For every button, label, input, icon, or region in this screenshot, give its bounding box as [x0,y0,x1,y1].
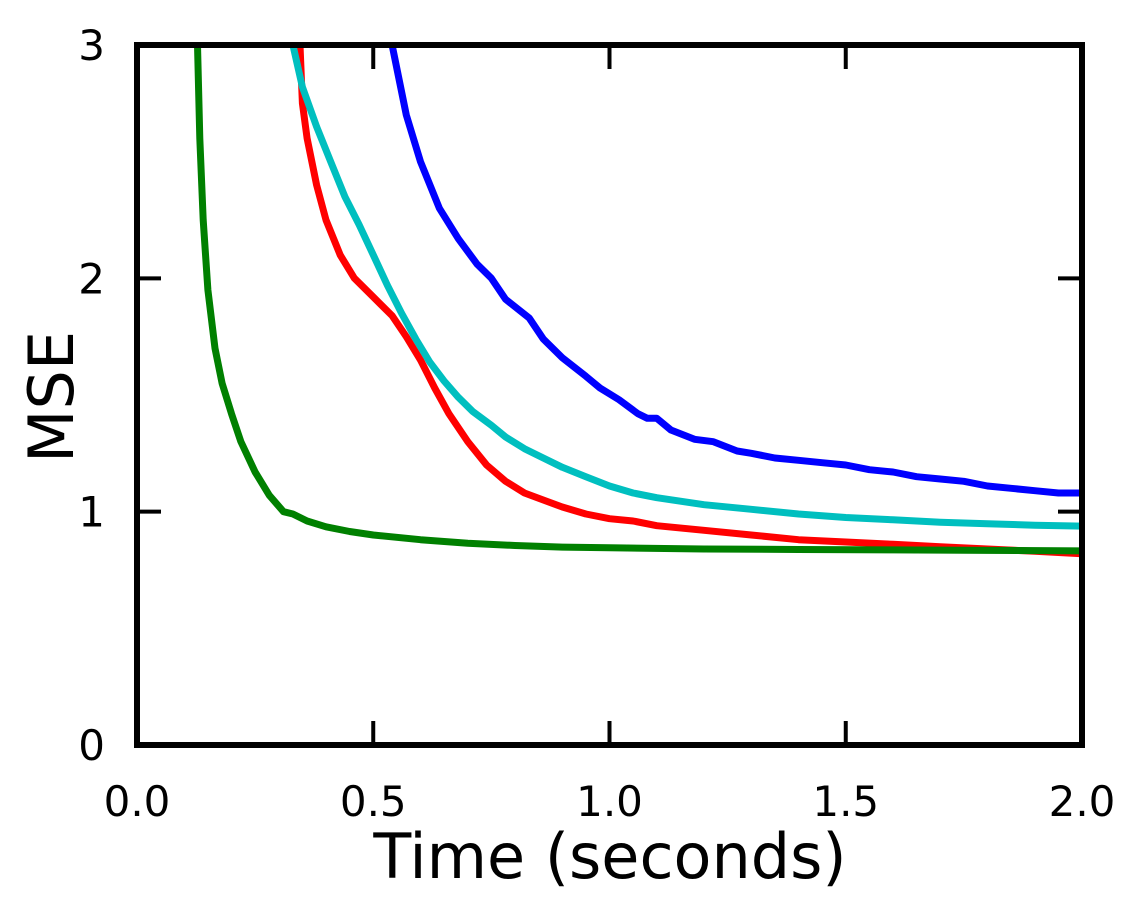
series-line-4 [194,45,1082,555]
x-tick-label: 1.0 [576,777,643,826]
y-tick-label: 1 [78,488,105,537]
series-line-2 [296,45,1082,558]
series-layer [194,45,1082,558]
x-tick-label: 2.0 [1049,777,1116,826]
x-tick-label: 0.5 [340,777,407,826]
y-tick-label: 3 [78,21,105,70]
ticks-layer [137,45,1082,745]
x-tick-label: 0.0 [104,777,171,826]
y-tick-label: 0 [78,721,105,770]
series-line-1 [388,45,1082,497]
tick-labels: 0.0 0.5 1.0 1.5 2.0 0 1 2 3 [78,21,1115,826]
y-tick-label: 2 [78,254,105,303]
plot-frame [134,42,1085,748]
x-tick-label: 1.5 [812,777,879,826]
y-axis-label: MSE [15,331,88,463]
x-axis-label: Time (seconds) [372,820,846,893]
series-line-3 [289,45,1082,530]
